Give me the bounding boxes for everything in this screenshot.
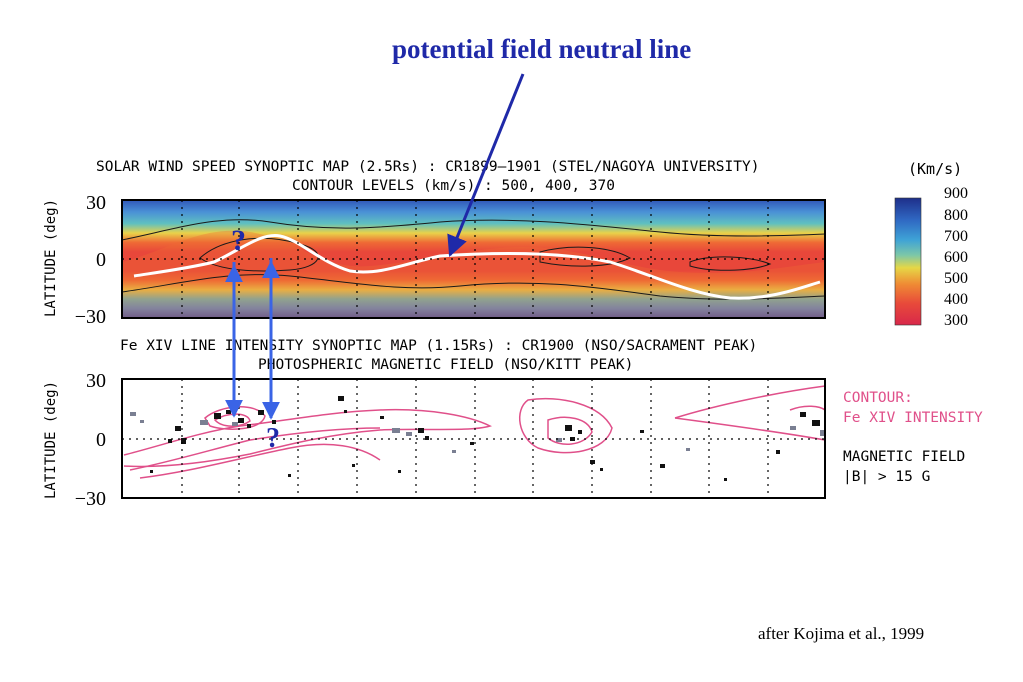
colorbar-label-400: 400: [944, 291, 968, 308]
neutral-line-arrow: [447, 73, 525, 257]
bottom-panel-title-2: PHOTOSPHERIC MAGNETIC FIELD (NSO/KITT PE…: [258, 357, 633, 373]
top-ytick-30: 30: [86, 192, 106, 214]
top-panel-title-1: SOLAR WIND SPEED SYNOPTIC MAP (2.5Rs) : …: [96, 159, 759, 175]
credit-text: after Kojima et al., 1999: [758, 624, 925, 643]
colorbar-label-900: 900: [944, 185, 968, 202]
legend-field-desc: |B| > 15 G: [843, 469, 930, 485]
bottom-ytick-0: 0: [96, 429, 106, 451]
fe-xiv-intensity-map: [121, 378, 826, 499]
question-mark-top: ?: [231, 224, 246, 257]
bottom-ytick-neg30: −30: [75, 488, 106, 510]
legend-field-label: MAGNETIC FIELD: [843, 449, 965, 465]
bottom-panel-title-1: Fe XIV LINE INTENSITY SYNOPTIC MAP (1.15…: [120, 338, 757, 354]
colorbar-label-500: 500: [944, 270, 968, 287]
colorbar-label-600: 600: [944, 249, 968, 266]
bottom-legend: CONTOUR: Fe XIV INTENSITY MAGNETIC FIELD…: [843, 390, 983, 485]
bottom-ylabel: LATITUDE (deg): [43, 381, 59, 499]
colorbar-title: (Km/s): [908, 160, 962, 178]
top-ytick-neg30: −30: [75, 306, 106, 328]
solar-wind-speed-map: [121, 199, 826, 319]
top-ylabel: LATITUDE (deg): [43, 199, 59, 317]
bottom-ytick-30: 30: [86, 370, 106, 392]
legend-contour-label: CONTOUR:: [843, 390, 913, 406]
colorbar-label-800: 800: [944, 207, 968, 224]
legend-contour-desc: Fe XIV INTENSITY: [843, 410, 983, 426]
annotation-title: potential field neutral line: [392, 34, 692, 64]
colorbar-label-700: 700: [944, 228, 968, 245]
top-panel-title-2: CONTOUR LEVELS (km/s) : 500, 400, 370: [292, 178, 615, 194]
colorbar: (Km/s) 900 800 700 600 500 400 300: [894, 160, 968, 329]
question-mark-bottom: ?: [266, 423, 280, 454]
connector-arrows: [225, 258, 280, 420]
colorbar-label-300: 300: [944, 312, 968, 329]
top-ytick-0: 0: [96, 249, 106, 271]
